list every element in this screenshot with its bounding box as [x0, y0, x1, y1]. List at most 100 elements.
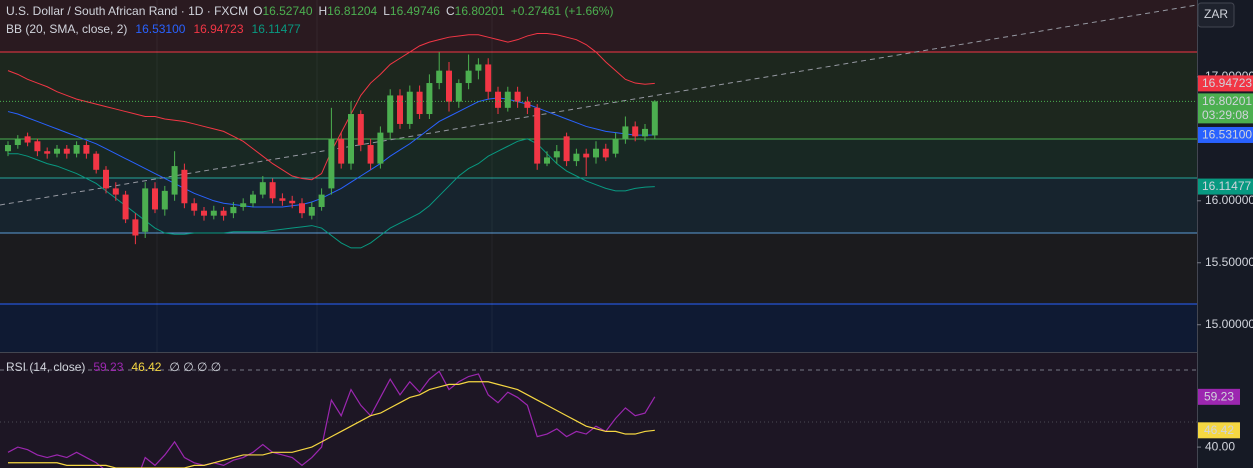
- candle-body: [5, 145, 11, 152]
- candle-body: [465, 70, 472, 84]
- candle-body: [622, 126, 629, 139]
- candle-body: [83, 145, 90, 154]
- candle-body: [63, 148, 70, 154]
- candle-body: [534, 107, 541, 164]
- rsi-pane: [0, 353, 1197, 468]
- candle-body: [563, 136, 570, 162]
- candle-body: [103, 169, 109, 189]
- candle-body: [446, 70, 452, 102]
- candle-body: [308, 206, 315, 216]
- candle-body: [377, 132, 384, 164]
- ohlc-key: O: [253, 4, 262, 18]
- candle-body: [455, 83, 462, 102]
- price-badge: [1198, 93, 1253, 124]
- ohlc-value: 16.80201: [455, 4, 505, 18]
- currency[interactable]: ZAR: [1204, 7, 1228, 21]
- candle-body: [416, 91, 423, 115]
- candle-body: [191, 203, 198, 211]
- candle-body: [583, 153, 590, 158]
- candle-body: [132, 219, 139, 236]
- candle-body: [161, 190, 168, 210]
- rsi-value: 59.23: [93, 360, 123, 374]
- candle-body: [475, 64, 482, 71]
- candle-body: [651, 101, 658, 136]
- trend-line: [0, 4, 1198, 206]
- candle-body: [230, 206, 237, 214]
- price-badge-label: 16.80201: [1202, 94, 1252, 108]
- candle-body: [240, 203, 247, 207]
- candle-body: [152, 188, 158, 210]
- candle-body: [612, 138, 619, 154]
- candle-body: [495, 91, 501, 108]
- y-tick-label: 16.00000: [1205, 193, 1253, 207]
- change: +0.27461 (+1.66%): [511, 4, 614, 18]
- candle-body: [259, 182, 266, 195]
- rsi-extra: ∅ ∅ ∅ ∅: [169, 360, 221, 374]
- candle-body: [338, 138, 345, 164]
- rsi-line: [7, 370, 656, 468]
- y-tick-label: 15.00000: [1205, 317, 1253, 331]
- candle-body: [210, 210, 217, 216]
- candle-body: [181, 169, 188, 204]
- candle-body: [642, 128, 648, 137]
- ohlc-value: 16.52740: [262, 4, 312, 18]
- candle-body: [279, 198, 286, 201]
- value-badge: [1198, 388, 1240, 405]
- candle-body: [54, 148, 60, 154]
- zone: [0, 139, 1197, 178]
- candle-body: [73, 145, 80, 154]
- candle-body: [514, 91, 521, 102]
- candle-body: [553, 151, 560, 158]
- countdown: 03:29:08: [1202, 108, 1249, 122]
- price-badge: [1198, 75, 1253, 92]
- candle-body: [289, 200, 296, 204]
- zone: [0, 304, 1197, 352]
- candle-body: [171, 166, 178, 195]
- candle-body: [348, 114, 354, 164]
- price-badge-label: 16.53100: [1202, 128, 1252, 142]
- ohlc-key: H: [319, 4, 328, 18]
- zone: [0, 178, 1197, 233]
- rsi-value: 46.42: [131, 360, 161, 374]
- candle-body: [593, 148, 599, 158]
- candle-body: [201, 210, 207, 216]
- legend: U.S. Dollar / South African Rand · 1D · …: [6, 4, 613, 18]
- price-badge-label: 16.94723: [1202, 76, 1252, 90]
- plot: [7, 370, 656, 468]
- currency-box[interactable]: [1197, 2, 1235, 28]
- bands-legend: BB (20, SMA, close, 2) 16.53100 16.94723 16…: [6, 22, 301, 36]
- candle-body: [397, 95, 403, 124]
- bands-title: BB (20, SMA, close, 2): [6, 22, 127, 36]
- value-badge-label: 46.42: [1204, 423, 1234, 437]
- y-tick-label: 40.00: [1205, 439, 1235, 453]
- candle-body: [328, 138, 335, 189]
- bands-value: 16.53100: [135, 22, 185, 36]
- value-badge: [1198, 422, 1240, 439]
- rsi-title: RSI (14, close): [6, 360, 85, 374]
- ohlc-value: 16.81204: [327, 4, 377, 18]
- candle-body: [299, 203, 305, 214]
- price-badge: [1198, 126, 1253, 143]
- plot: [5, 32, 658, 249]
- candle-body: [93, 153, 100, 170]
- price-badge-label: 16.11477: [1202, 179, 1251, 193]
- candle-body: [573, 153, 580, 162]
- candle-body: [220, 210, 227, 216]
- candle-body: [544, 157, 550, 164]
- bands-value: 16.94723: [193, 22, 243, 36]
- candle-body: [318, 194, 325, 207]
- candle-body: [24, 136, 31, 143]
- candle-body: [602, 148, 609, 158]
- candle-body: [112, 188, 119, 195]
- y-tick-label: 15.50000: [1205, 255, 1253, 269]
- ohlc-key: C: [446, 4, 455, 18]
- bands-value: 16.11477: [252, 22, 301, 36]
- symbol: U.S. Dollar / South African Rand · 1D · …: [6, 4, 248, 18]
- candle-body: [504, 91, 511, 108]
- rsi-line: [8, 381, 655, 468]
- candle-body: [406, 91, 413, 124]
- zone: [0, 52, 1197, 139]
- rsi-legend: RSI (14, close) 59.23 46.42 ∅ ∅ ∅ ∅: [6, 360, 221, 374]
